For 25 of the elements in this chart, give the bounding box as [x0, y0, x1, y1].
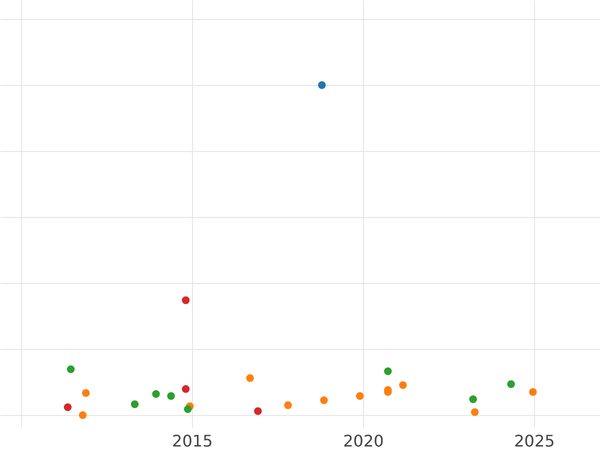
- point: [529, 388, 537, 396]
- x-tick-label: 2020: [343, 432, 384, 450]
- point: [284, 401, 292, 410]
- point: [399, 381, 407, 389]
- point: [469, 395, 477, 404]
- point: [82, 389, 90, 397]
- point: [246, 374, 254, 382]
- point: [78, 411, 87, 419]
- point: [320, 396, 328, 404]
- point: [152, 390, 160, 398]
- x-tick-label: 2025: [514, 432, 555, 450]
- point: [182, 296, 190, 304]
- point: [182, 385, 190, 393]
- point: [184, 405, 192, 414]
- point: [318, 81, 326, 89]
- point: [130, 400, 139, 408]
- x-tick-label: 2015: [172, 432, 213, 450]
- point: [64, 403, 72, 412]
- point: [167, 392, 175, 400]
- point: [356, 392, 364, 400]
- point: [66, 365, 75, 374]
- point: [507, 380, 515, 388]
- point: [470, 408, 479, 416]
- point: [254, 407, 262, 416]
- point: [384, 367, 392, 376]
